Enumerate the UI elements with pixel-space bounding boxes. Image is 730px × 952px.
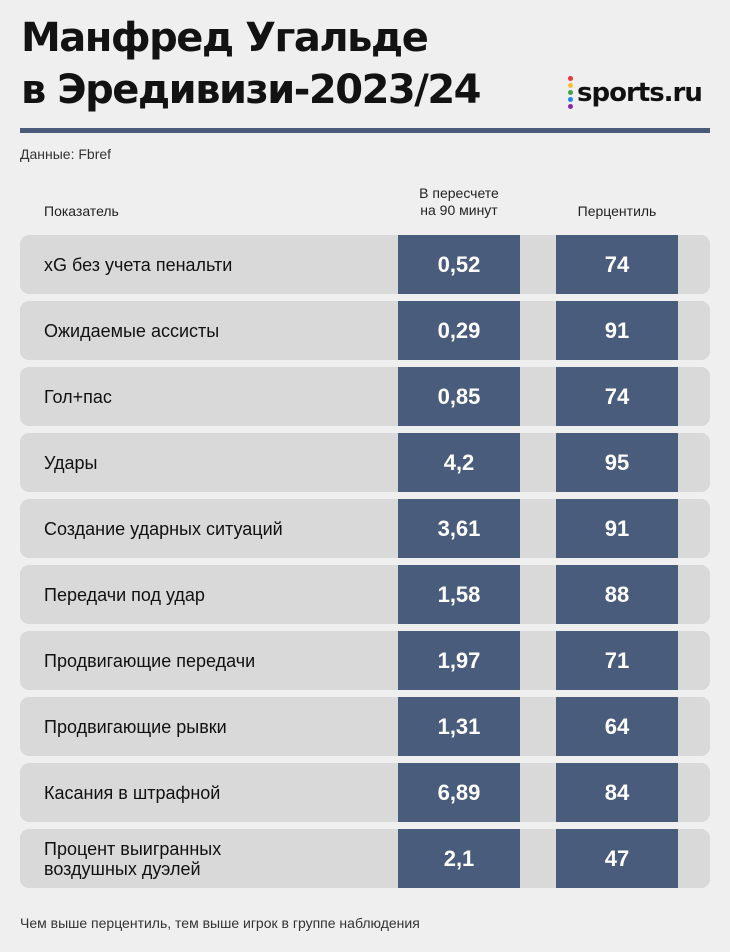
row-label: Процент выигранных воздушных дуэлей bbox=[44, 838, 222, 879]
row-label: Передачи под удар bbox=[44, 584, 205, 605]
row-per90-value: 0,85 bbox=[398, 367, 520, 426]
logo-dot bbox=[568, 76, 573, 81]
column-header-per90-line1: В пересчете bbox=[419, 185, 499, 201]
row-per90-value: 1,97 bbox=[398, 631, 520, 690]
column-header-percentile: Перцентиль bbox=[577, 203, 657, 219]
table-row: Касания в штрафной 6,89 84 bbox=[20, 763, 710, 822]
column-header-per90-line2: на 90 минут bbox=[420, 202, 498, 218]
table-row: Удары 4,2 95 bbox=[20, 433, 710, 492]
table-row: Передачи под удар 1,58 88 bbox=[20, 565, 710, 624]
row-label: xG без учета пенальти bbox=[44, 254, 233, 275]
row-percentile-value: 47 bbox=[556, 829, 678, 888]
column-header-indicator: Показатель bbox=[44, 203, 119, 219]
row-per90-value: 6,89 bbox=[398, 763, 520, 822]
row-percentile-value: 91 bbox=[556, 301, 678, 360]
row-per90-value: 2,1 bbox=[398, 829, 520, 888]
row-label: Продвигающие рывки bbox=[44, 716, 227, 737]
logo-dots-icon bbox=[568, 76, 573, 109]
row-percentile-value: 71 bbox=[556, 631, 678, 690]
title-line-1: Манфред Угальде bbox=[21, 15, 429, 61]
row-label: Касания в штрафной bbox=[44, 782, 221, 803]
row-percentile-value: 88 bbox=[556, 565, 678, 624]
row-per90-value: 4,2 bbox=[398, 433, 520, 492]
row-percentile-value: 74 bbox=[556, 367, 678, 426]
footnote: Чем выше перцентиль, тем выше игрок в гр… bbox=[20, 915, 420, 931]
logo-dot bbox=[568, 90, 573, 95]
row-label: Создание ударных ситуаций bbox=[44, 518, 283, 539]
row-per90-value: 0,52 bbox=[398, 235, 520, 294]
row-percentile-value: 84 bbox=[556, 763, 678, 822]
title-divider bbox=[20, 128, 710, 133]
page-title: Манфред Угальде в Эредивизи-2023/24 bbox=[21, 12, 541, 116]
row-percentile-value: 74 bbox=[556, 235, 678, 294]
table-row: Создание ударных ситуаций 3,61 91 bbox=[20, 499, 710, 558]
row-per90-value: 0,29 bbox=[398, 301, 520, 360]
table-row: Гол+пас 0,85 74 bbox=[20, 367, 710, 426]
table-row: xG без учета пенальти 0,52 74 bbox=[20, 235, 710, 294]
row-label: Гол+пас bbox=[44, 386, 112, 407]
row-label: Удары bbox=[44, 452, 98, 473]
logo-dot bbox=[568, 83, 573, 88]
logo-text: sports.ru bbox=[577, 77, 703, 108]
row-per90-value: 3,61 bbox=[398, 499, 520, 558]
row-per90-value: 1,58 bbox=[398, 565, 520, 624]
row-label: Ожидаемые ассисты bbox=[44, 320, 220, 341]
logo-dot bbox=[568, 104, 573, 109]
column-header-per90: В пересчете на 90 минут bbox=[398, 185, 520, 219]
row-percentile-value: 95 bbox=[556, 433, 678, 492]
logo-dot bbox=[568, 97, 573, 102]
table-row: Продвигающие рывки 1,31 64 bbox=[20, 697, 710, 756]
row-percentile-value: 91 bbox=[556, 499, 678, 558]
table-row: Ожидаемые ассисты 0,29 91 bbox=[20, 301, 710, 360]
table-row: Процент выигранных воздушных дуэлей 2,1 47 bbox=[20, 829, 710, 888]
row-per90-value: 1,31 bbox=[398, 697, 520, 756]
table-row: Продвигающие передачи 1,97 71 bbox=[20, 631, 710, 690]
title-line-2: в Эредивизи-2023/24 bbox=[21, 67, 482, 113]
row-label: Продвигающие передачи bbox=[44, 650, 256, 671]
row-percentile-value: 64 bbox=[556, 697, 678, 756]
sports-ru-logo: sports.ru bbox=[568, 76, 703, 109]
data-source: Данные: Fbref bbox=[20, 146, 112, 162]
